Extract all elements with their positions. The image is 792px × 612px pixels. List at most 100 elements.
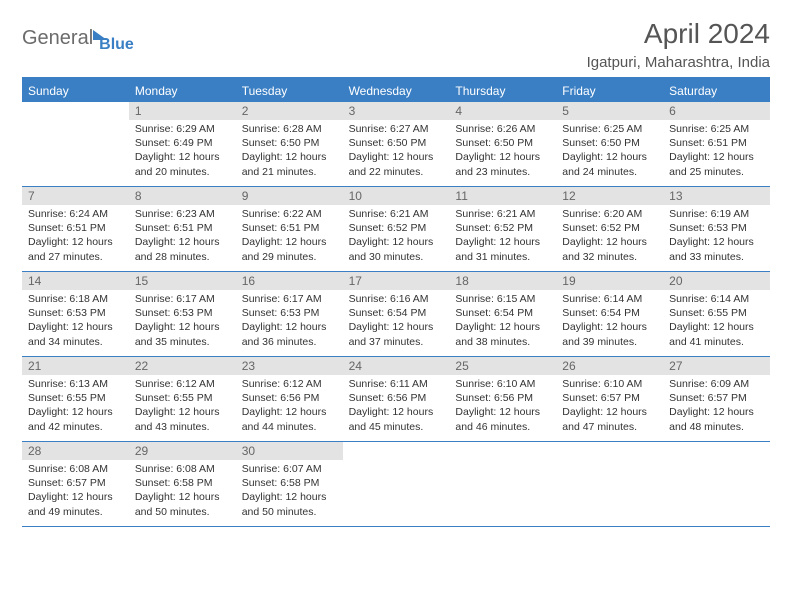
dayhead-fri: Friday [556, 80, 663, 102]
day-content: Sunrise: 6:24 AMSunset: 6:51 PMDaylight:… [22, 205, 129, 270]
day-number: 7 [22, 187, 129, 205]
logo-part1: General [22, 27, 93, 50]
calendar-cell: 11Sunrise: 6:21 AMSunset: 6:52 PMDayligh… [449, 187, 556, 271]
logo: General Blue [22, 22, 134, 54]
day-number: 28 [22, 442, 129, 460]
day-number: 11 [449, 187, 556, 205]
day-number: 29 [129, 442, 236, 460]
calendar-cell: 29Sunrise: 6:08 AMSunset: 6:58 PMDayligh… [129, 442, 236, 526]
calendar-cell [22, 102, 129, 186]
calendar-cell: 22Sunrise: 6:12 AMSunset: 6:55 PMDayligh… [129, 357, 236, 441]
day-number: 21 [22, 357, 129, 375]
calendar-cell [343, 442, 450, 526]
day-number: 30 [236, 442, 343, 460]
calendar-week: 14Sunrise: 6:18 AMSunset: 6:53 PMDayligh… [22, 272, 770, 357]
day-number: 6 [663, 102, 770, 120]
calendar-cell: 19Sunrise: 6:14 AMSunset: 6:54 PMDayligh… [556, 272, 663, 356]
calendar: Sunday Monday Tuesday Wednesday Thursday… [22, 77, 770, 527]
calendar-cell: 5Sunrise: 6:25 AMSunset: 6:50 PMDaylight… [556, 102, 663, 186]
day-number: 22 [129, 357, 236, 375]
day-content: Sunrise: 6:10 AMSunset: 6:56 PMDaylight:… [449, 375, 556, 440]
calendar-cell: 3Sunrise: 6:27 AMSunset: 6:50 PMDaylight… [343, 102, 450, 186]
calendar-cell: 6Sunrise: 6:25 AMSunset: 6:51 PMDaylight… [663, 102, 770, 186]
day-number: 23 [236, 357, 343, 375]
day-number: 27 [663, 357, 770, 375]
calendar-week: 21Sunrise: 6:13 AMSunset: 6:55 PMDayligh… [22, 357, 770, 442]
day-content: Sunrise: 6:08 AMSunset: 6:58 PMDaylight:… [129, 460, 236, 525]
day-number: 17 [343, 272, 450, 290]
day-number: 8 [129, 187, 236, 205]
calendar-cell: 26Sunrise: 6:10 AMSunset: 6:57 PMDayligh… [556, 357, 663, 441]
day-content: Sunrise: 6:12 AMSunset: 6:55 PMDaylight:… [129, 375, 236, 440]
calendar-cell: 14Sunrise: 6:18 AMSunset: 6:53 PMDayligh… [22, 272, 129, 356]
day-content: Sunrise: 6:08 AMSunset: 6:57 PMDaylight:… [22, 460, 129, 525]
calendar-week: 28Sunrise: 6:08 AMSunset: 6:57 PMDayligh… [22, 442, 770, 527]
calendar-cell: 8Sunrise: 6:23 AMSunset: 6:51 PMDaylight… [129, 187, 236, 271]
day-content: Sunrise: 6:15 AMSunset: 6:54 PMDaylight:… [449, 290, 556, 355]
day-content: Sunrise: 6:23 AMSunset: 6:51 PMDaylight:… [129, 205, 236, 270]
calendar-cell: 27Sunrise: 6:09 AMSunset: 6:57 PMDayligh… [663, 357, 770, 441]
calendar-cell: 20Sunrise: 6:14 AMSunset: 6:55 PMDayligh… [663, 272, 770, 356]
day-content: Sunrise: 6:22 AMSunset: 6:51 PMDaylight:… [236, 205, 343, 270]
day-content: Sunrise: 6:17 AMSunset: 6:53 PMDaylight:… [129, 290, 236, 355]
day-content: Sunrise: 6:29 AMSunset: 6:49 PMDaylight:… [129, 120, 236, 185]
calendar-cell: 23Sunrise: 6:12 AMSunset: 6:56 PMDayligh… [236, 357, 343, 441]
day-content: Sunrise: 6:09 AMSunset: 6:57 PMDaylight:… [663, 375, 770, 440]
day-number: 25 [449, 357, 556, 375]
day-content: Sunrise: 6:07 AMSunset: 6:58 PMDaylight:… [236, 460, 343, 525]
day-number: 5 [556, 102, 663, 120]
day-content: Sunrise: 6:18 AMSunset: 6:53 PMDaylight:… [22, 290, 129, 355]
day-content: Sunrise: 6:25 AMSunset: 6:50 PMDaylight:… [556, 120, 663, 185]
day-number: 1 [129, 102, 236, 120]
day-content: Sunrise: 6:13 AMSunset: 6:55 PMDaylight:… [22, 375, 129, 440]
dayhead-tue: Tuesday [236, 80, 343, 102]
day-number: 9 [236, 187, 343, 205]
calendar-cell: 25Sunrise: 6:10 AMSunset: 6:56 PMDayligh… [449, 357, 556, 441]
day-content: Sunrise: 6:17 AMSunset: 6:53 PMDaylight:… [236, 290, 343, 355]
day-header-row: Sunday Monday Tuesday Wednesday Thursday… [22, 80, 770, 102]
calendar-cell: 10Sunrise: 6:21 AMSunset: 6:52 PMDayligh… [343, 187, 450, 271]
header: General Blue April 2024 Igatpuri, Mahara… [22, 18, 770, 71]
dayhead-sat: Saturday [663, 80, 770, 102]
day-number: 26 [556, 357, 663, 375]
calendar-cell: 2Sunrise: 6:28 AMSunset: 6:50 PMDaylight… [236, 102, 343, 186]
day-content: Sunrise: 6:12 AMSunset: 6:56 PMDaylight:… [236, 375, 343, 440]
calendar-cell: 17Sunrise: 6:16 AMSunset: 6:54 PMDayligh… [343, 272, 450, 356]
day-content: Sunrise: 6:11 AMSunset: 6:56 PMDaylight:… [343, 375, 450, 440]
day-content: Sunrise: 6:16 AMSunset: 6:54 PMDaylight:… [343, 290, 450, 355]
day-number: 3 [343, 102, 450, 120]
day-content: Sunrise: 6:14 AMSunset: 6:55 PMDaylight:… [663, 290, 770, 355]
day-content: Sunrise: 6:25 AMSunset: 6:51 PMDaylight:… [663, 120, 770, 185]
day-number: 16 [236, 272, 343, 290]
day-number: 10 [343, 187, 450, 205]
calendar-cell: 16Sunrise: 6:17 AMSunset: 6:53 PMDayligh… [236, 272, 343, 356]
day-number: 15 [129, 272, 236, 290]
day-content: Sunrise: 6:21 AMSunset: 6:52 PMDaylight:… [449, 205, 556, 270]
day-number: 14 [22, 272, 129, 290]
calendar-cell: 9Sunrise: 6:22 AMSunset: 6:51 PMDaylight… [236, 187, 343, 271]
calendar-cell: 1Sunrise: 6:29 AMSunset: 6:49 PMDaylight… [129, 102, 236, 186]
calendar-cell [556, 442, 663, 526]
calendar-cell: 21Sunrise: 6:13 AMSunset: 6:55 PMDayligh… [22, 357, 129, 441]
day-content: Sunrise: 6:19 AMSunset: 6:53 PMDaylight:… [663, 205, 770, 270]
day-content: Sunrise: 6:14 AMSunset: 6:54 PMDaylight:… [556, 290, 663, 355]
calendar-cell: 15Sunrise: 6:17 AMSunset: 6:53 PMDayligh… [129, 272, 236, 356]
day-number: 2 [236, 102, 343, 120]
logo-part2: Blue [99, 36, 134, 54]
month-title: April 2024 [587, 18, 770, 50]
location: Igatpuri, Maharashtra, India [587, 54, 770, 71]
day-number: 18 [449, 272, 556, 290]
title-block: April 2024 Igatpuri, Maharashtra, India [587, 18, 770, 71]
calendar-cell: 12Sunrise: 6:20 AMSunset: 6:52 PMDayligh… [556, 187, 663, 271]
dayhead-sun: Sunday [22, 80, 129, 102]
day-content: Sunrise: 6:21 AMSunset: 6:52 PMDaylight:… [343, 205, 450, 270]
calendar-cell: 18Sunrise: 6:15 AMSunset: 6:54 PMDayligh… [449, 272, 556, 356]
day-number: 19 [556, 272, 663, 290]
day-content: Sunrise: 6:27 AMSunset: 6:50 PMDaylight:… [343, 120, 450, 185]
calendar-cell: 24Sunrise: 6:11 AMSunset: 6:56 PMDayligh… [343, 357, 450, 441]
calendar-cell [449, 442, 556, 526]
weeks-container: 1Sunrise: 6:29 AMSunset: 6:49 PMDaylight… [22, 102, 770, 527]
dayhead-wed: Wednesday [343, 80, 450, 102]
calendar-cell: 13Sunrise: 6:19 AMSunset: 6:53 PMDayligh… [663, 187, 770, 271]
calendar-cell [663, 442, 770, 526]
